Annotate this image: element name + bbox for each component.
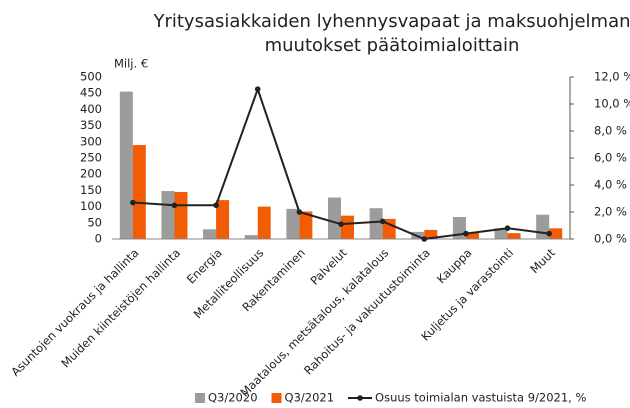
bar (286, 208, 300, 239)
legend-swatch (271, 393, 282, 403)
bar (132, 145, 146, 239)
line-point (546, 230, 552, 237)
bar (494, 228, 508, 239)
legend-label: Q3/2020 (208, 391, 258, 405)
bar (465, 232, 479, 239)
y2-tick-label: 12,0 % (594, 70, 630, 84)
chart-title: muutokset päätoimialoittain (265, 35, 520, 56)
y-tick-label: 100 (80, 199, 102, 213)
y-tick-label: 150 (80, 183, 102, 197)
y-tick-label: 400 (80, 102, 102, 116)
y2-tick-label: 4,0 % (594, 178, 627, 192)
legend-label: Q3/2021 (285, 391, 335, 405)
chart-title: Yritysasiakkaiden lyhennysvapaat ja maks… (152, 11, 630, 32)
bar (328, 197, 341, 239)
bar (216, 200, 230, 239)
bar (174, 192, 188, 239)
y-tick-label: 50 (87, 215, 102, 229)
legend-swatch (195, 393, 205, 403)
line-point (213, 202, 219, 209)
line-point (171, 202, 178, 209)
bar (507, 233, 521, 239)
y2-tick-label: 8,0 % (594, 124, 627, 138)
y-tick-label: 200 (80, 167, 102, 181)
x-tick-label: Energia (184, 246, 225, 287)
y-tick-label: 300 (80, 134, 102, 148)
bar (549, 228, 563, 239)
line-point (463, 230, 469, 237)
bar (244, 235, 258, 239)
x-tick-label: Muut (527, 245, 558, 276)
y2-tick-label: 2,0 % (594, 205, 627, 219)
x-tick-label: Palvelut (307, 245, 349, 287)
line-point (130, 199, 136, 206)
y-tick-label: 250 (80, 151, 102, 165)
bar (203, 229, 217, 239)
bar (382, 218, 396, 239)
bar (424, 229, 438, 239)
bar (119, 91, 133, 239)
legend-point (357, 395, 363, 401)
y-tick-label: 500 (80, 70, 102, 84)
line-point (504, 225, 511, 231)
y-tick-label: 450 (80, 86, 102, 100)
bar (299, 211, 313, 239)
y2-tick-label: 10,0 % (594, 97, 630, 111)
y-axis-label: Milj. € (114, 57, 148, 71)
x-tick-label: Kauppa (434, 246, 475, 287)
y-tick-label: 0 (95, 232, 102, 246)
line-point (296, 209, 303, 215)
line-point (379, 218, 386, 225)
x-tick-label: Maatalous, metsätalous, kalatalous (237, 246, 391, 400)
bar (369, 208, 383, 239)
bar (257, 206, 271, 239)
y-tick-label: 350 (80, 118, 102, 132)
legend-label: Osuus toimialan vastuista 9/2021, % (375, 391, 586, 405)
bar (341, 215, 354, 239)
y2-tick-label: 0,0 % (594, 232, 627, 246)
line-point (421, 236, 428, 242)
bar (161, 191, 175, 239)
line-point (338, 221, 344, 227)
y2-tick-label: 6,0 % (594, 151, 627, 165)
line-point (254, 86, 261, 92)
